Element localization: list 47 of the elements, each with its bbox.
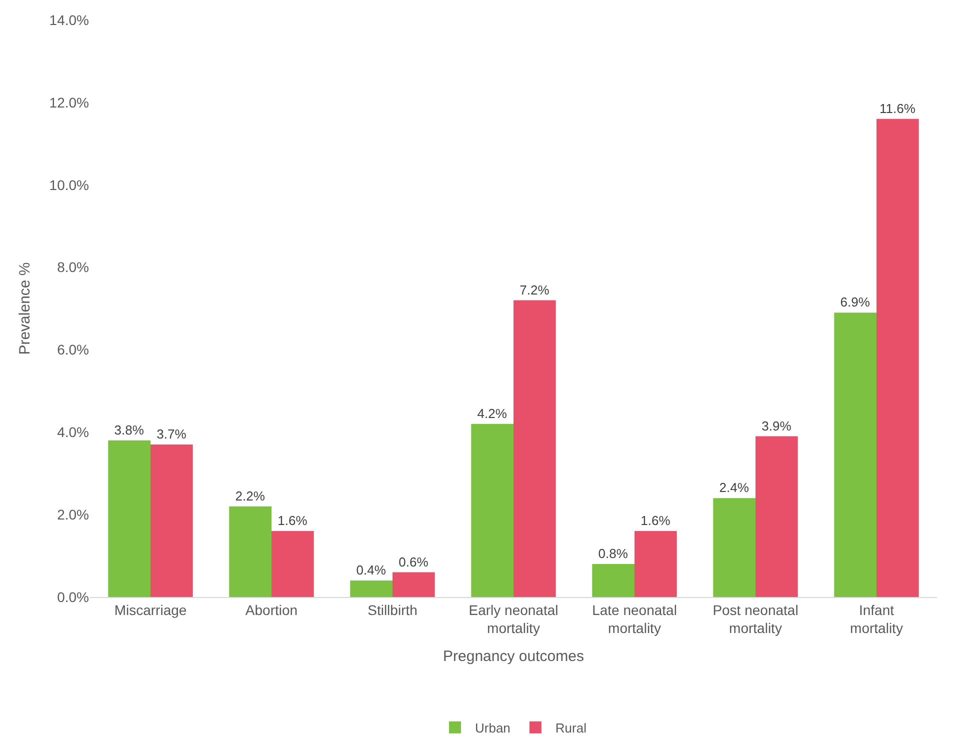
x-tick-label: Early neonatal mortality [468, 602, 558, 636]
y-tick-label: 14.0% [49, 12, 89, 28]
data-label: 1.6% [640, 513, 671, 528]
bar [634, 531, 677, 597]
data-label: 0.6% [398, 554, 429, 570]
y-axis-title: Prevalence % [16, 262, 34, 355]
data-label: 1.6% [278, 513, 308, 528]
y-tick-label: 8.0% [57, 259, 89, 276]
y-tick-label: 4.0% [57, 424, 89, 440]
data-label: 3.9% [762, 418, 792, 434]
bar [392, 572, 435, 597]
y-tick-label: 10.0% [49, 176, 89, 193]
x-tick-label: Post neonatal mortality [712, 602, 798, 636]
bar [713, 498, 756, 597]
bar [756, 436, 798, 597]
x-axis-title: Pregnancy outcomes [443, 648, 584, 665]
data-label: 3.7% [156, 426, 187, 442]
bar [272, 531, 314, 597]
bar [834, 312, 876, 597]
x-tick-label: Late neonatal mortality [592, 602, 677, 636]
data-label: 2.4% [719, 480, 750, 496]
bar [229, 506, 272, 597]
y-tick-label: 6.0% [57, 342, 89, 358]
bar [150, 444, 193, 597]
y-tick-label: 12.0% [49, 94, 89, 110]
x-tick-label: Abortion [245, 602, 298, 618]
bar [514, 300, 556, 597]
legend-label: Urban [475, 720, 510, 736]
data-label: 0.4% [356, 562, 386, 578]
bar [471, 424, 514, 597]
data-label: 2.2% [235, 488, 266, 504]
bar [876, 118, 919, 597]
data-label: 7.2% [520, 282, 550, 298]
data-label: 0.8% [598, 546, 628, 562]
data-label: 3.8% [114, 422, 144, 438]
y-tick-label: 2.0% [57, 506, 89, 522]
x-tick-label: Stillbirth [368, 602, 418, 618]
bar [108, 440, 150, 597]
bar [350, 580, 392, 597]
x-tick-label: Miscarriage [114, 602, 187, 618]
y-tick-label: 0.0% [57, 588, 89, 605]
bar [592, 564, 634, 597]
legend-label: Rural [555, 720, 587, 736]
x-tick-label: Infant mortality [850, 602, 903, 636]
data-label: 11.6% [880, 100, 916, 116]
data-label: 6.9% [840, 294, 870, 310]
data-label: 4.2% [477, 406, 508, 421]
